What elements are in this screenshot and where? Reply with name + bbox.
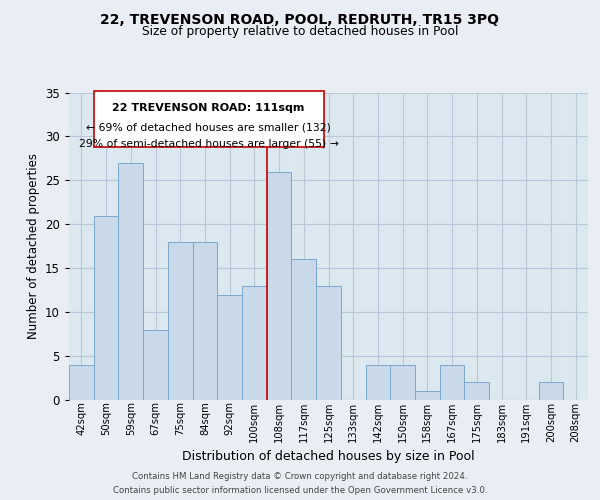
Text: 22, TREVENSON ROAD, POOL, REDRUTH, TR15 3PQ: 22, TREVENSON ROAD, POOL, REDRUTH, TR15 … [101,12,499,26]
FancyBboxPatch shape [94,90,323,147]
Bar [415,391,440,400]
Text: ← 69% of detached houses are smaller (132): ← 69% of detached houses are smaller (13… [86,122,331,132]
Bar [267,172,292,400]
Bar [69,365,94,400]
Bar [440,365,464,400]
Text: 22 TREVENSON ROAD: 111sqm: 22 TREVENSON ROAD: 111sqm [112,102,305,113]
Bar [292,260,316,400]
Y-axis label: Number of detached properties: Number of detached properties [26,153,40,339]
Bar [242,286,267,400]
Text: 29% of semi-detached houses are larger (55) →: 29% of semi-detached houses are larger (… [79,140,338,149]
Bar [94,216,118,400]
Bar [193,242,217,400]
Text: Size of property relative to detached houses in Pool: Size of property relative to detached ho… [142,25,458,38]
Bar [464,382,489,400]
Bar [168,242,193,400]
Text: Contains HM Land Registry data © Crown copyright and database right 2024.: Contains HM Land Registry data © Crown c… [132,472,468,481]
X-axis label: Distribution of detached houses by size in Pool: Distribution of detached houses by size … [182,450,475,463]
Bar [316,286,341,400]
Bar [217,294,242,400]
Bar [143,330,168,400]
Bar [118,163,143,400]
Bar [365,365,390,400]
Bar [539,382,563,400]
Text: Contains public sector information licensed under the Open Government Licence v3: Contains public sector information licen… [113,486,487,495]
Bar [390,365,415,400]
